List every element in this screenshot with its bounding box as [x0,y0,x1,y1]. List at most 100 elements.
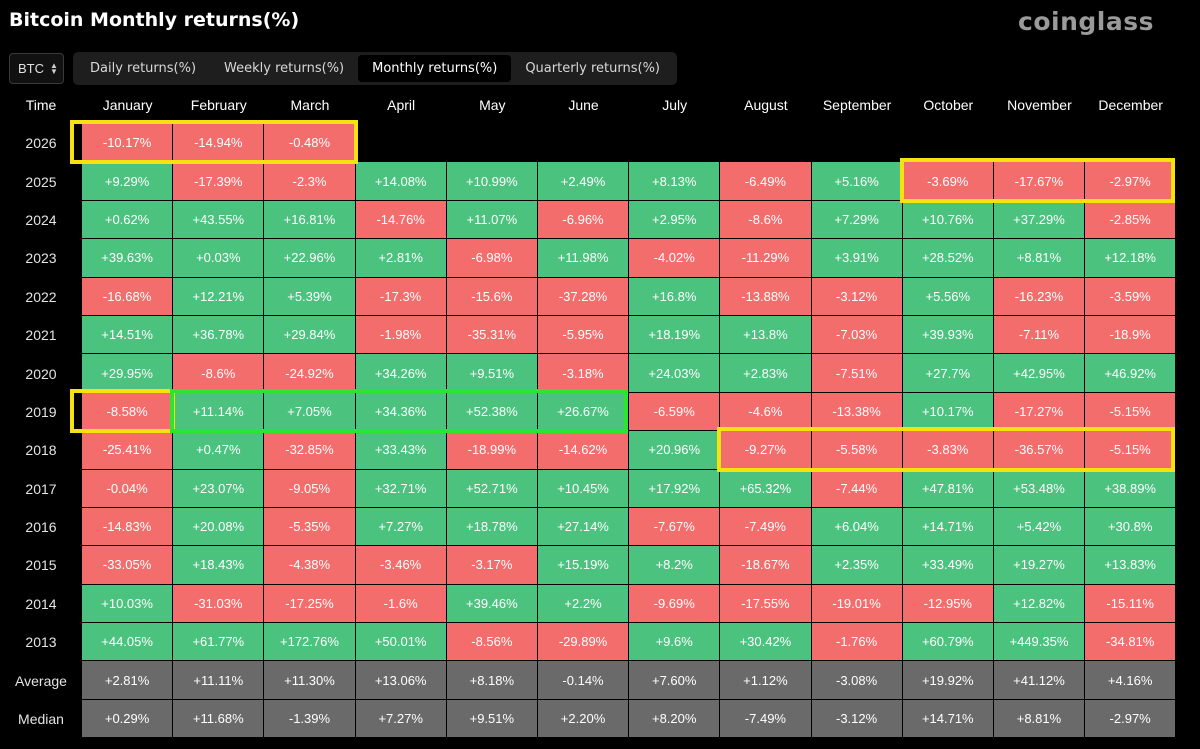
return-cell[interactable]: -9.27% [720,431,812,470]
return-cell[interactable]: -12.95% [902,584,994,624]
return-cell[interactable]: +11.11% [173,661,265,700]
return-cell[interactable]: +27.7% [902,354,994,393]
return-cell[interactable]: +8.81% [993,699,1086,739]
return-cell[interactable]: -1.76% [811,623,903,662]
return-cell[interactable]: -16.68% [82,277,174,316]
return-cell[interactable]: +2.20% [537,699,630,739]
return-cell[interactable]: +50.01% [355,623,447,662]
return-cell[interactable]: +30.42% [720,623,812,662]
return-cell[interactable]: -3.83% [902,431,994,470]
return-cell[interactable]: -6.49% [720,162,812,201]
return-cell[interactable]: -5.58% [811,431,903,470]
return-cell[interactable]: -6.96% [537,200,630,240]
return-cell[interactable]: +2.81% [82,661,174,700]
return-cell[interactable]: -3.18% [537,354,630,393]
return-cell[interactable]: +7.29% [811,200,903,240]
return-cell[interactable]: -2.97% [1085,162,1177,201]
return-cell[interactable]: +29.95% [82,354,174,393]
return-cell[interactable]: +18.19% [629,315,721,355]
return-cell[interactable]: -5.15% [1085,392,1177,432]
return-cell[interactable]: +0.03% [173,239,265,278]
return-cell[interactable]: -2.97% [1085,699,1177,739]
return-cell[interactable]: -3.08% [811,661,903,700]
return-cell[interactable]: +12.18% [1085,239,1177,278]
return-cell[interactable]: +8.13% [629,162,721,201]
return-cell[interactable]: +8.18% [446,661,538,700]
return-cell[interactable]: -9.69% [629,584,721,624]
return-cell[interactable]: +7.27% [355,507,447,547]
return-cell[interactable]: +43.55% [173,200,265,240]
return-cell[interactable]: -14.76% [355,200,447,240]
return-cell[interactable]: +0.62% [82,200,174,240]
return-cell[interactable]: -0.04% [82,469,174,508]
return-cell[interactable]: +16.8% [629,277,721,316]
return-cell[interactable]: -19.01% [811,584,903,624]
return-cell[interactable]: -17.3% [355,277,447,316]
return-cell[interactable]: -0.48% [264,124,356,163]
return-cell[interactable]: -5.15% [1085,431,1177,470]
return-cell[interactable]: +42.95% [993,354,1086,393]
return-cell[interactable]: -34.81% [1085,623,1177,662]
return-cell[interactable]: +60.79% [902,623,994,662]
return-cell[interactable]: +4.16% [1085,661,1177,700]
return-cell[interactable]: +61.77% [173,623,265,662]
return-cell[interactable]: -25.41% [82,431,174,470]
return-cell[interactable]: +28.52% [902,239,994,278]
return-cell[interactable]: -17.27% [993,392,1086,432]
return-cell[interactable]: -3.17% [446,546,538,585]
return-cell[interactable]: +0.29% [82,699,174,739]
return-cell[interactable]: +20.96% [629,431,721,470]
return-cell[interactable]: +172.76% [264,623,356,662]
return-cell[interactable]: +41.12% [993,661,1086,700]
tab-quarterly-returns[interactable]: Quarterly returns(%) [525,61,661,76]
return-cell[interactable]: -13.88% [720,277,812,316]
return-cell[interactable]: -2.3% [264,162,356,201]
return-cell[interactable]: +9.51% [446,699,538,739]
return-cell[interactable]: -7.11% [993,315,1086,355]
return-cell[interactable]: -1.39% [264,699,356,739]
return-cell[interactable]: -17.39% [173,162,265,201]
return-cell[interactable]: +5.42% [993,507,1086,547]
return-cell[interactable]: -10.17% [82,124,174,163]
return-cell[interactable]: -31.03% [173,584,265,624]
return-cell[interactable]: +37.29% [993,200,1086,240]
return-cell[interactable]: -6.59% [629,392,721,432]
return-cell[interactable]: +9.6% [629,623,721,662]
return-cell[interactable]: +34.26% [355,354,447,393]
return-cell[interactable]: +449.35% [993,623,1086,662]
return-cell[interactable]: -18.99% [446,431,538,470]
return-cell[interactable]: +5.39% [264,277,356,316]
return-cell[interactable]: +30.8% [1085,507,1177,547]
return-cell[interactable]: -9.05% [264,469,356,508]
return-cell[interactable]: -18.67% [720,546,812,585]
return-cell[interactable]: +52.38% [446,392,538,432]
return-cell[interactable]: -8.58% [82,392,174,432]
return-cell[interactable]: -7.67% [629,507,721,547]
return-cell[interactable]: -3.46% [355,546,447,585]
return-cell[interactable]: -5.95% [537,315,630,355]
return-cell[interactable]: -6.98% [446,239,538,278]
return-cell[interactable]: -8.6% [173,354,265,393]
return-cell[interactable]: +44.05% [82,623,174,662]
return-cell[interactable]: -3.12% [811,277,903,316]
return-cell[interactable]: +27.14% [537,507,630,547]
return-cell[interactable]: +14.51% [82,315,174,355]
return-cell[interactable]: +3.91% [811,239,903,278]
return-cell[interactable]: +13.06% [355,661,447,700]
return-cell[interactable]: +17.92% [629,469,721,508]
return-cell[interactable]: +15.19% [537,546,630,585]
return-cell[interactable]: -7.51% [811,354,903,393]
return-cell[interactable]: -4.02% [629,239,721,278]
return-cell[interactable]: +0.47% [173,431,265,470]
return-cell[interactable]: +5.16% [811,162,903,201]
return-cell[interactable]: -14.94% [173,124,265,163]
return-cell[interactable]: +36.78% [173,315,265,355]
return-cell[interactable]: -1.6% [355,584,447,624]
return-cell[interactable]: +2.2% [537,584,630,624]
return-cell[interactable]: +39.46% [446,584,538,624]
return-cell[interactable]: +5.56% [902,277,994,316]
return-cell[interactable]: +2.83% [720,354,812,393]
return-cell[interactable]: +9.29% [82,162,174,201]
return-cell[interactable]: +14.71% [902,507,994,547]
return-cell[interactable]: -33.05% [82,546,174,585]
